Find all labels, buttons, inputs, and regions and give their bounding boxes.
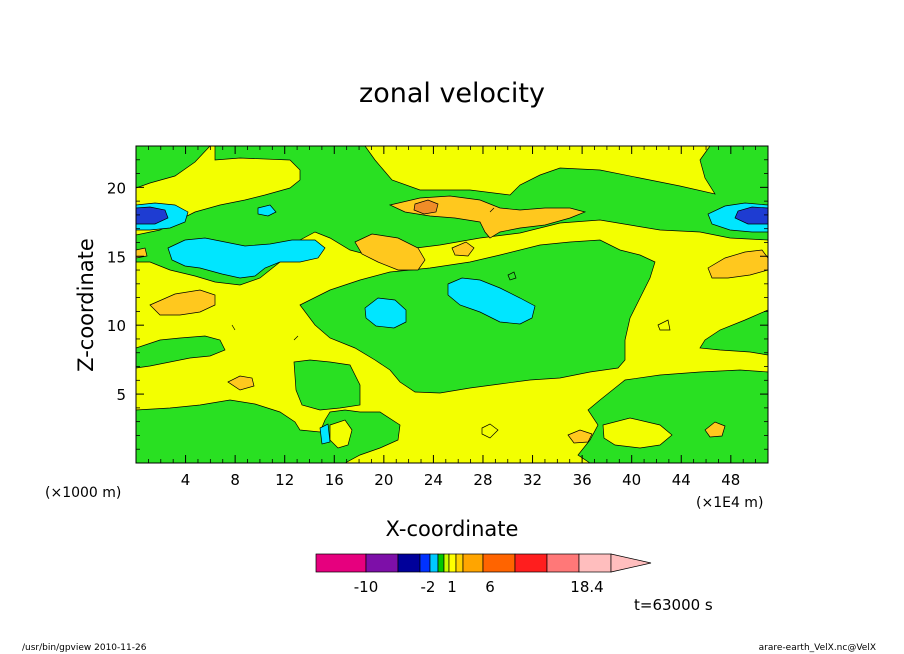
x-tick-label: 32 — [523, 471, 542, 489]
contour-region-orange — [451, 241, 475, 257]
contour-region-orange — [704, 421, 726, 438]
contour-region-cyan — [447, 277, 536, 325]
chart-title: zonal velocity — [359, 78, 545, 109]
contour-region-blue — [734, 206, 768, 225]
x-tick-label: 44 — [672, 471, 691, 489]
contour-region-cyan — [319, 423, 331, 445]
x-tick-label: 48 — [721, 471, 740, 489]
colorbar-arrow — [610, 553, 652, 573]
colorbar-bin — [514, 553, 548, 573]
contour-field — [136, 146, 768, 463]
y-axis-label: Z-coordinate — [74, 238, 98, 372]
contour-line-small — [231, 207, 671, 439]
x-tick-label: 24 — [424, 471, 443, 489]
colorbar-bin — [448, 553, 457, 573]
colorbar-bin — [546, 553, 580, 573]
colorbar-labels: -10 -2 1 6 18.4 — [354, 578, 604, 596]
y-tick-label: 5 — [116, 386, 126, 404]
colorbar-bin — [455, 553, 464, 573]
x-unit-left: (×1000 m) — [45, 485, 121, 501]
x-tick-label: 4 — [181, 471, 191, 489]
y-tick-label: 15 — [107, 248, 126, 266]
colorbar — [315, 553, 652, 573]
colorbar-bin — [578, 553, 612, 573]
colorbar-bin — [429, 553, 439, 573]
colorbar-label: 18.4 — [570, 578, 603, 596]
colorbar-bin — [397, 553, 421, 573]
colorbar-bin — [419, 553, 431, 573]
contour-region-green-bottom — [136, 399, 401, 463]
x-tick-label: 16 — [325, 471, 344, 489]
plot-frame — [135, 145, 769, 464]
contour-region-yellow-island — [602, 417, 673, 449]
contour-region-cyan — [257, 204, 277, 217]
y-tick-label: 10 — [107, 317, 126, 335]
contour-region-orange — [136, 247, 148, 259]
contour-region-blue — [136, 206, 169, 225]
x-tick-label: 40 — [622, 471, 641, 489]
footer-left: /usr/bin/gpview 2010-11-26 — [22, 643, 147, 653]
contour-region-orange — [707, 249, 768, 279]
x-axis: 4 8 12 16 20 24 28 32 36 40 44 48 — [147, 146, 757, 489]
x-tick-label: 12 — [275, 471, 294, 489]
colorbar-label: 1 — [447, 578, 457, 596]
colorbar-bin — [315, 553, 367, 573]
contour-region-green-right-mid — [699, 309, 768, 356]
contour-region-orange — [388, 195, 587, 239]
contour-region-green-bottom — [293, 359, 361, 411]
contour-region-orange — [354, 233, 426, 271]
x-unit-right: (×1E4 m) — [696, 495, 763, 511]
x-axis-label: X-coordinate — [386, 517, 519, 541]
colorbar-label: 6 — [485, 578, 495, 596]
contour-region-cyan — [167, 237, 326, 279]
x-tick-label: 8 — [230, 471, 240, 489]
colorbar-bin — [482, 553, 516, 573]
contour-region-green-center — [299, 239, 656, 394]
contour-region-cyan — [364, 297, 407, 329]
colorbar-bin — [365, 553, 399, 573]
x-tick-label: 28 — [473, 471, 492, 489]
colorbar-label: -2 — [421, 578, 436, 596]
contour-region-orange — [149, 289, 216, 316]
x-tick-label: 20 — [374, 471, 393, 489]
colorbar-label: -10 — [354, 578, 379, 596]
footer-right: arare-earth_VelX.nc@VelX — [759, 643, 876, 653]
contour-region-dark-orange — [413, 199, 439, 215]
contour-region-orange — [227, 375, 255, 391]
contour-region-green-left-mid — [136, 335, 226, 369]
y-axis: 5 10 15 20 — [107, 159, 768, 450]
x-tick-label: 36 — [573, 471, 592, 489]
colorbar-bin — [437, 553, 445, 573]
contour-region-green-upper — [136, 146, 211, 189]
colorbar-bin — [462, 553, 484, 573]
y-tick-label: 20 — [107, 179, 126, 197]
colorbar-bin — [443, 553, 450, 573]
contour-region-orange — [567, 429, 593, 444]
time-label: t=63000 s — [634, 596, 713, 614]
